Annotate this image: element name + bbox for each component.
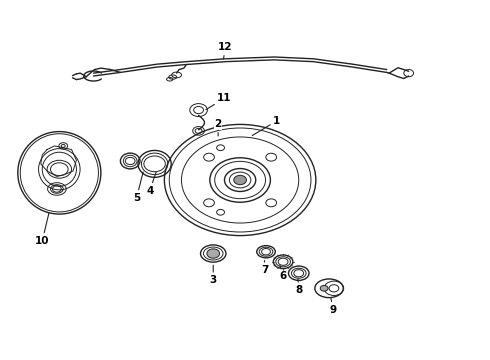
Circle shape (320, 285, 328, 291)
Text: 5: 5 (133, 172, 143, 203)
Text: 7: 7 (261, 261, 268, 275)
Text: 1: 1 (252, 116, 280, 135)
Text: 4: 4 (146, 172, 156, 196)
Circle shape (207, 249, 220, 258)
Text: 3: 3 (210, 265, 217, 285)
Text: 9: 9 (329, 298, 337, 315)
Text: 8: 8 (295, 279, 302, 296)
Circle shape (234, 175, 246, 185)
Text: 12: 12 (218, 42, 233, 59)
Text: 6: 6 (279, 265, 286, 281)
Text: 10: 10 (35, 213, 49, 246)
Text: 2: 2 (215, 120, 222, 136)
Text: 11: 11 (206, 93, 232, 110)
